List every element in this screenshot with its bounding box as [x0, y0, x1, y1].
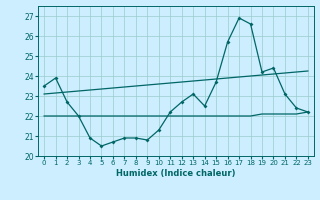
- X-axis label: Humidex (Indice chaleur): Humidex (Indice chaleur): [116, 169, 236, 178]
